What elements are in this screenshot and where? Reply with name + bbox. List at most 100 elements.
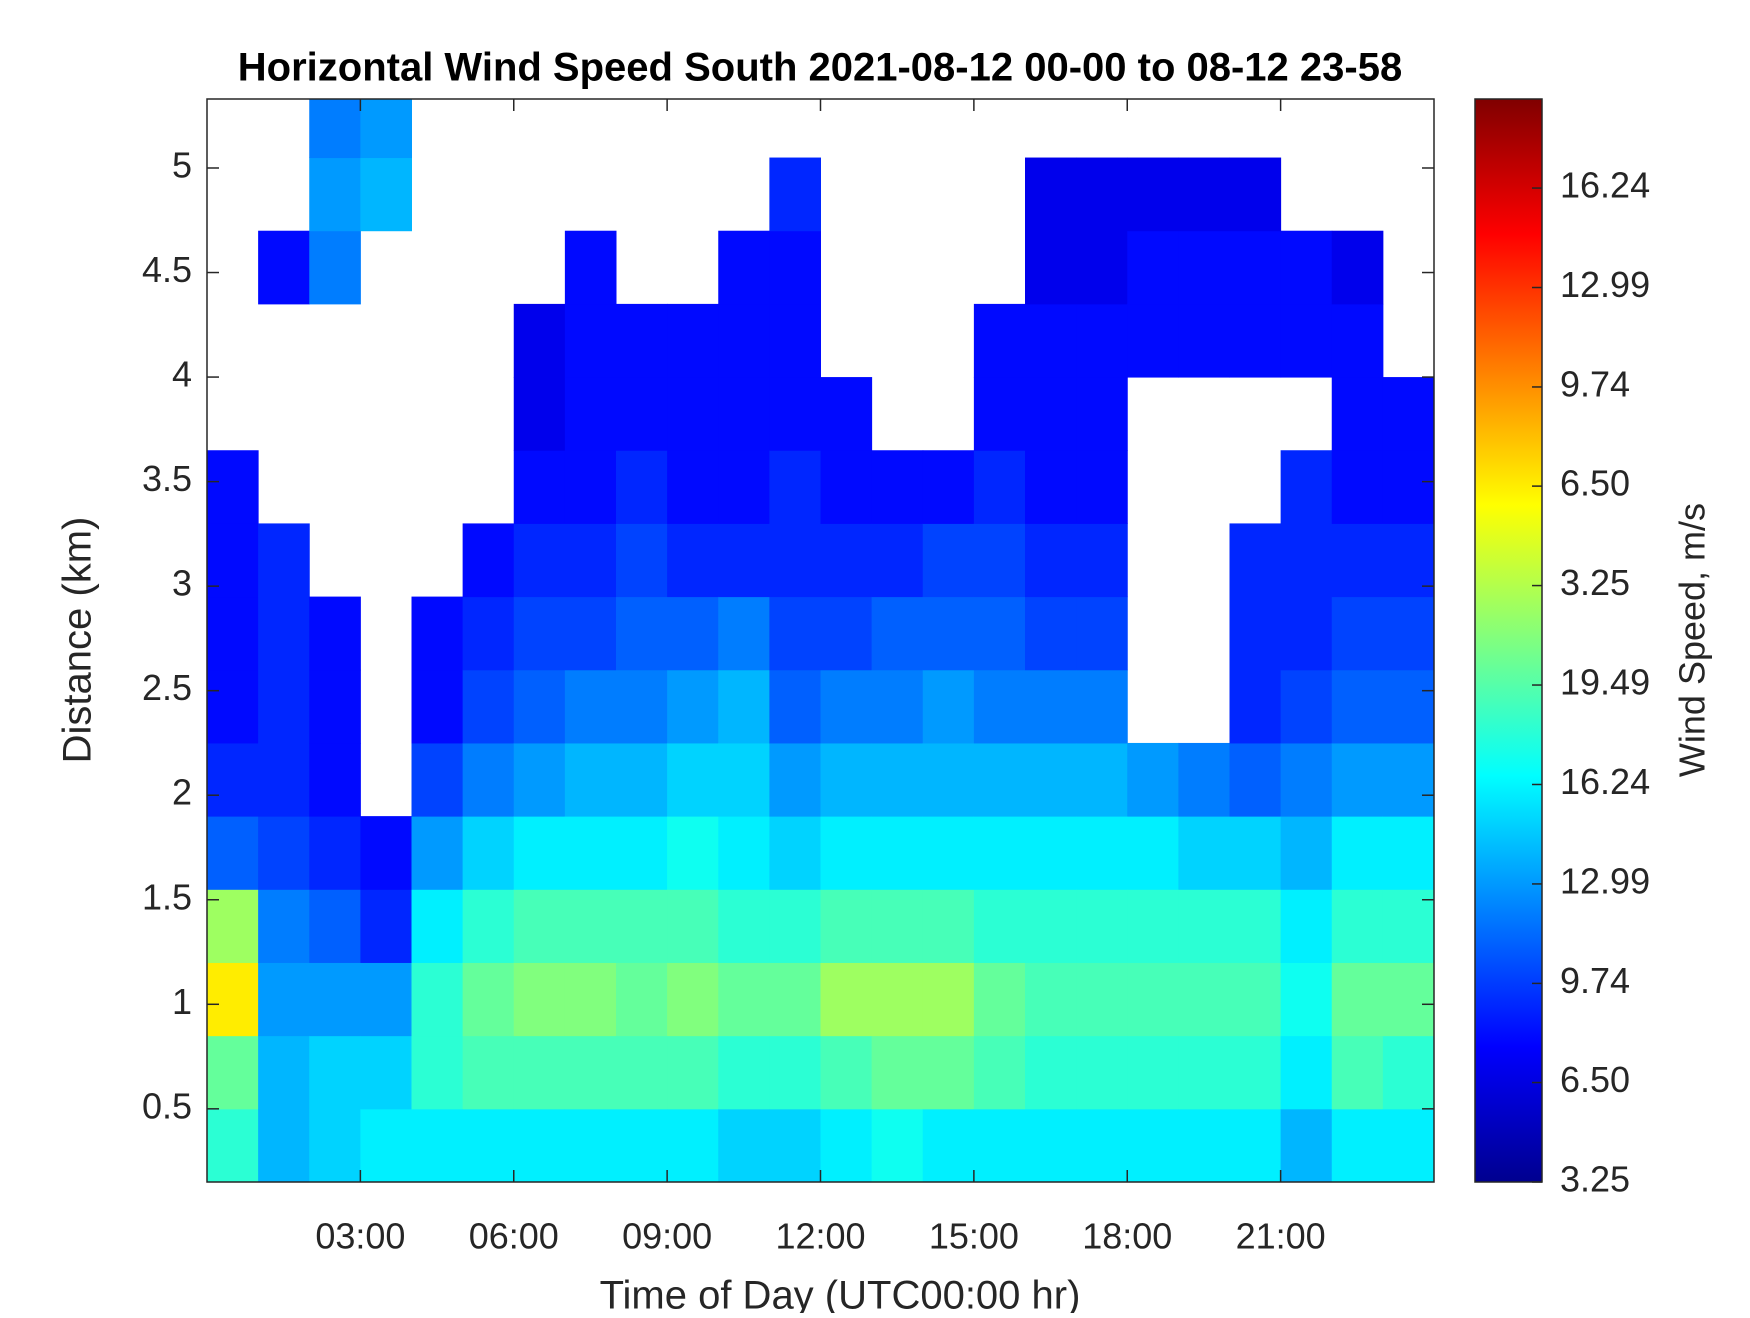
heatmap-cell	[1280, 230, 1333, 305]
heatmap-cell	[1382, 523, 1434, 598]
heatmap-cell	[1076, 450, 1128, 524]
heatmap-cell	[207, 1035, 259, 1110]
heatmap-cell	[1331, 303, 1384, 378]
colorbar-tick-label: 9.74	[1560, 363, 1630, 404]
heatmap-cell	[769, 230, 821, 305]
heatmap-cell	[718, 962, 770, 1037]
heatmap-cell	[309, 230, 361, 305]
heatmap-cell	[411, 962, 464, 1037]
heatmap-cell	[616, 742, 668, 817]
heatmap-cell	[769, 1108, 821, 1182]
heatmap-cell	[667, 596, 719, 671]
heatmap-cell	[1025, 377, 1077, 451]
heatmap-cell	[1331, 1035, 1384, 1110]
heatmap-cell	[1076, 596, 1128, 671]
y-tick-label: 0.5	[142, 1085, 192, 1126]
heatmap-cell	[718, 889, 770, 963]
heatmap-cell	[769, 303, 821, 378]
heatmap-cell	[309, 889, 361, 963]
heatmap-cell	[1025, 303, 1077, 378]
heatmap-cell	[513, 889, 566, 963]
heatmap-cell	[820, 377, 873, 451]
heatmap-cell	[973, 669, 1026, 744]
heatmap-cell	[207, 742, 259, 817]
heatmap-cell	[667, 889, 719, 963]
heatmap-cell	[973, 742, 1026, 817]
heatmap-cell	[564, 450, 617, 524]
heatmap-cell	[1280, 962, 1333, 1037]
heatmap-cell	[718, 816, 770, 890]
heatmap-cell	[769, 1035, 821, 1110]
heatmap-cell	[258, 816, 310, 890]
colorbar-tick-label: 19.49	[1560, 662, 1650, 703]
colorbar-tick-label: 16.24	[1560, 761, 1650, 802]
heatmap-cell	[922, 1108, 975, 1182]
heatmap-cell	[820, 1035, 873, 1110]
heatmap-cell	[1076, 377, 1128, 451]
heatmap-cell	[1331, 669, 1384, 744]
heatmap-cell	[616, 1108, 668, 1182]
heatmap-cell	[922, 669, 975, 744]
heatmap-cell	[258, 1035, 310, 1110]
y-tick-label: 2	[172, 772, 192, 813]
heatmap-cell	[922, 523, 975, 598]
heatmap-cell	[1025, 523, 1077, 598]
heatmap-cell	[462, 889, 515, 963]
heatmap-cell	[1382, 1035, 1434, 1110]
heatmap-cell	[1382, 742, 1434, 817]
heatmap-cell	[513, 962, 566, 1037]
heatmap-cell	[207, 450, 259, 524]
heatmap-cell	[973, 1035, 1026, 1110]
heatmap-cell	[1229, 742, 1282, 817]
heatmap-cell	[616, 962, 668, 1037]
heatmap-cell	[258, 523, 310, 598]
heatmap-cell	[1331, 889, 1384, 963]
heatmap-cell	[820, 962, 873, 1037]
heatmap-cell	[667, 523, 719, 598]
heatmap-cell	[718, 596, 770, 671]
heatmap-cell	[667, 816, 719, 890]
heatmap-cell	[513, 1035, 566, 1110]
heatmap-cell	[973, 1108, 1026, 1182]
heatmap-cell	[1178, 303, 1230, 378]
heatmap-cell	[258, 596, 310, 671]
heatmap-cell	[309, 157, 361, 232]
heatmap-cell	[207, 962, 259, 1037]
heatmap-cell	[1280, 889, 1333, 963]
heatmap-cell	[1127, 889, 1179, 963]
heatmap-cell	[616, 450, 668, 524]
heatmap-cell	[309, 1108, 361, 1182]
heatmap-cell	[973, 596, 1026, 671]
heatmap-cell	[1076, 962, 1128, 1037]
colorbar-tick-label: 16.24	[1560, 165, 1650, 206]
y-tick-label: 3	[172, 563, 192, 604]
colorbar	[1474, 98, 1543, 1183]
heatmap-cell	[462, 596, 515, 671]
heatmap-cell	[973, 523, 1026, 598]
heatmap-cell	[769, 450, 821, 524]
heatmap-cell	[513, 596, 566, 671]
heatmap-cell	[1280, 742, 1333, 817]
heatmap-cell	[820, 1108, 873, 1182]
heatmap-cell	[616, 1035, 668, 1110]
heatmap-cell	[411, 669, 464, 744]
heatmap-cell	[1127, 230, 1179, 305]
heatmap-cell	[616, 816, 668, 890]
heatmap-cell	[1331, 596, 1384, 671]
heatmap-cell	[1229, 669, 1282, 744]
heatmap	[207, 99, 1434, 1182]
heatmap-cell	[718, 523, 770, 598]
heatmap-cell	[1331, 816, 1384, 890]
heatmap-cell	[1382, 962, 1434, 1037]
heatmap-cell	[513, 377, 566, 451]
heatmap-cell	[922, 742, 975, 817]
heatmap-cell	[871, 1035, 924, 1110]
heatmap-cell	[718, 303, 770, 378]
heatmap-cell	[820, 596, 873, 671]
heatmap-cell	[1178, 889, 1230, 963]
colorbar-label: Wind Speed, m/s	[1672, 503, 1713, 777]
heatmap-cell	[871, 450, 924, 524]
heatmap-cell	[1025, 962, 1077, 1037]
heatmap-cell	[973, 377, 1026, 451]
